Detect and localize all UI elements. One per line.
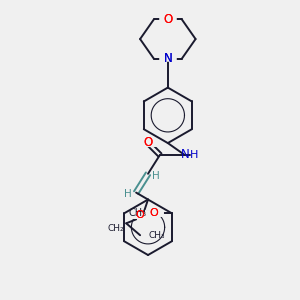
- Text: O: O: [143, 136, 153, 148]
- Text: O: O: [163, 13, 172, 26]
- Text: CH₃: CH₃: [148, 231, 165, 240]
- Text: H: H: [124, 189, 132, 199]
- Text: CH₂: CH₂: [108, 224, 124, 233]
- Text: O: O: [150, 208, 159, 218]
- Text: N: N: [164, 52, 172, 65]
- Text: H: H: [189, 150, 198, 160]
- Text: CH₃: CH₃: [128, 208, 146, 218]
- Text: O: O: [143, 136, 153, 148]
- Text: O: O: [136, 210, 145, 220]
- Text: O: O: [150, 208, 159, 218]
- Text: N: N: [181, 148, 190, 161]
- Text: H: H: [152, 171, 160, 181]
- Text: N: N: [164, 52, 172, 65]
- Text: O: O: [163, 13, 172, 26]
- Text: O: O: [136, 210, 145, 220]
